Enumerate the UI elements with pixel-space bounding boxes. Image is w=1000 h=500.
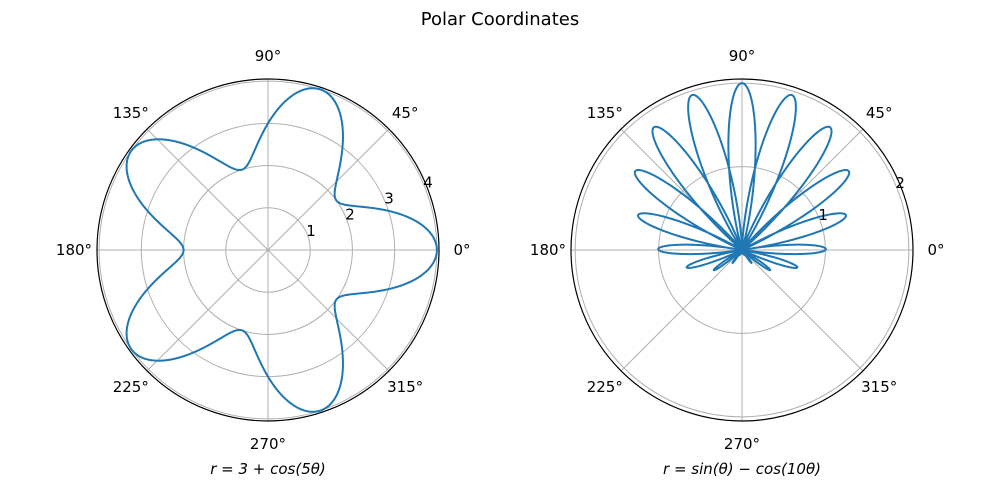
axis-xlabel: r = 3 + cos(5θ) (210, 460, 326, 478)
theta-grid-line (741, 249, 864, 372)
theta-tick-label: 90° (255, 47, 282, 65)
axis-xlabel: r = sin(θ) − cos(10θ) (663, 460, 821, 478)
theta-tick-label: 225° (113, 378, 149, 396)
theta-grid-line (146, 249, 269, 372)
polar-spine (96, 78, 440, 422)
theta-tick-label: 90° (729, 47, 756, 65)
r-tick-label: 3 (384, 190, 394, 208)
theta-tick-label: 0° (453, 241, 470, 259)
theta-tick-label: 180° (56, 241, 92, 259)
theta-grid-line (620, 249, 743, 372)
theta-grid-line (146, 128, 269, 251)
theta-tick-label: 45° (866, 104, 893, 122)
polar-axes-left: 0° 45° 90° 135° 180° 225° 270° 315° 1 2 3 4 r = 3 + … (56, 47, 471, 478)
theta-grid-line (267, 128, 390, 251)
series-line (125, 87, 438, 413)
theta-tick-label: 135° (113, 104, 149, 122)
figure-title: Polar Coordinates (421, 9, 579, 30)
r-tick-label: 2 (345, 206, 355, 224)
theta-tick-label: 315° (387, 378, 423, 396)
series-line (633, 82, 851, 272)
theta-grid-line (267, 249, 390, 372)
theta-tick-label: 315° (861, 378, 897, 396)
theta-tick-label: 180° (530, 241, 566, 259)
theta-tick-label: 225° (587, 378, 623, 396)
theta-tick-label: 135° (587, 104, 623, 122)
polar-axes-right: 0° 45° 90° 135° 180° 225° 270° 315° 1 2 r = sin(θ)… (530, 47, 945, 478)
r-tick-label: 1 (818, 206, 828, 224)
theta-tick-label: 270° (724, 435, 760, 453)
theta-tick-label: 0° (927, 241, 944, 259)
polar-spine (570, 78, 914, 422)
theta-tick-label: 45° (392, 104, 419, 122)
theta-tick-label: 270° (250, 435, 286, 453)
r-tick-label: 1 (306, 222, 316, 240)
r-tick-label: 2 (895, 174, 905, 192)
r-tick-label: 4 (423, 173, 433, 191)
